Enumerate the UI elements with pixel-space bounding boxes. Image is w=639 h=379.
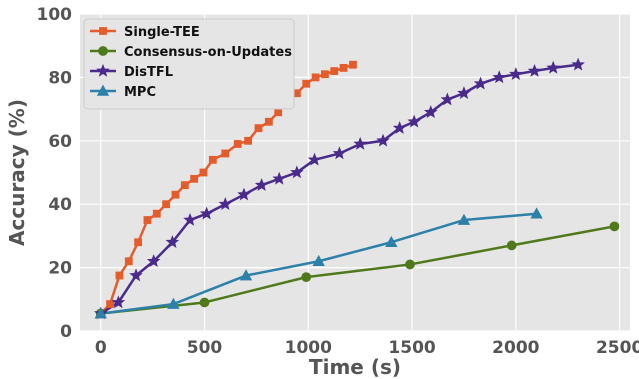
data-point	[190, 174, 199, 183]
data-point	[237, 187, 251, 201]
data-point	[424, 105, 438, 119]
data-point	[129, 268, 143, 282]
data-point	[183, 212, 197, 226]
legend-label: DisTFL	[124, 65, 173, 80]
legend-label: MPC	[124, 85, 156, 100]
data-point	[312, 254, 325, 267]
legend-marker	[96, 84, 110, 96]
data-point	[330, 67, 339, 75]
data-point	[506, 240, 517, 251]
data-point	[301, 272, 312, 283]
data-point	[332, 146, 347, 160]
data-point	[376, 133, 390, 147]
data-point	[492, 70, 506, 84]
data-point	[111, 295, 126, 309]
series-markers	[94, 57, 620, 320]
data-point	[199, 206, 214, 220]
x-tick-label: 500	[187, 338, 223, 358]
y-tick-label: 0	[60, 322, 72, 342]
y-axis-title: Accuracy (%)	[5, 99, 29, 246]
legend-label: Single-TEE	[124, 25, 200, 40]
data-point	[208, 155, 217, 164]
legend-box	[83, 18, 295, 110]
data-point	[405, 259, 415, 270]
grid	[80, 13, 630, 332]
data-point	[392, 121, 407, 134]
legend-marker	[99, 27, 107, 35]
data-point	[457, 213, 471, 225]
data-point	[165, 235, 180, 248]
data-point	[264, 117, 273, 126]
data-point	[254, 124, 263, 133]
legend-marker	[96, 63, 110, 77]
data-point	[321, 70, 329, 79]
data-point	[162, 200, 171, 209]
data-point	[509, 67, 523, 80]
data-point	[143, 216, 152, 224]
data-point	[440, 92, 455, 106]
data-point	[457, 86, 471, 99]
y-tick-label: 100	[37, 5, 73, 25]
data-point	[274, 108, 283, 117]
data-point	[94, 307, 107, 319]
data-point	[290, 165, 304, 179]
data-point	[239, 269, 253, 281]
y-tick-label: 40	[48, 195, 72, 215]
data-point	[180, 181, 189, 190]
data-point	[571, 57, 585, 71]
data-point	[254, 178, 269, 191]
x-tick-label: 2000	[492, 338, 539, 358]
data-point	[152, 209, 161, 218]
data-point	[233, 140, 242, 148]
x-tick-label: 1000	[285, 338, 332, 358]
legend-label: Consensus-on-Updates	[124, 45, 292, 60]
x-tick-label: 1500	[388, 338, 435, 358]
data-point	[272, 171, 286, 185]
tick-labels: 0 500 1000 1500 2000 2500 0 20 40 60 80 100	[37, 5, 639, 358]
data-point	[307, 152, 322, 166]
x-tick-label: 0	[95, 338, 107, 358]
data-point	[349, 60, 357, 69]
data-point	[221, 149, 230, 158]
data-point	[609, 221, 620, 232]
data-point	[171, 190, 180, 199]
data-point	[218, 197, 233, 210]
data-point	[311, 73, 320, 82]
data-point	[530, 207, 543, 219]
legend: Single-TEE Consensus-on-Updates DisTFL MPC	[83, 18, 295, 110]
x-axis-title: Time (s)	[309, 355, 401, 379]
data-point	[527, 63, 542, 77]
legend-marker	[98, 46, 108, 56]
data-point	[167, 297, 180, 309]
data-point	[353, 136, 367, 150]
data-point	[473, 76, 488, 90]
data-point	[106, 300, 114, 308]
data-point	[134, 238, 143, 247]
x-tick-label: 2500	[596, 338, 639, 358]
series-line	[100, 225, 615, 315]
y-tick-label: 80	[48, 68, 72, 88]
y-tick-label: 20	[48, 259, 72, 279]
data-point	[385, 235, 398, 248]
data-point	[199, 168, 208, 177]
data-point	[124, 257, 133, 266]
data-point	[199, 297, 210, 308]
data-point	[546, 60, 560, 74]
data-point	[115, 271, 124, 280]
data-point	[244, 136, 253, 145]
data-point	[339, 63, 348, 72]
data-point	[302, 79, 311, 88]
data-point	[146, 254, 161, 268]
y-tick-label: 60	[48, 132, 72, 152]
data-point	[407, 114, 421, 128]
